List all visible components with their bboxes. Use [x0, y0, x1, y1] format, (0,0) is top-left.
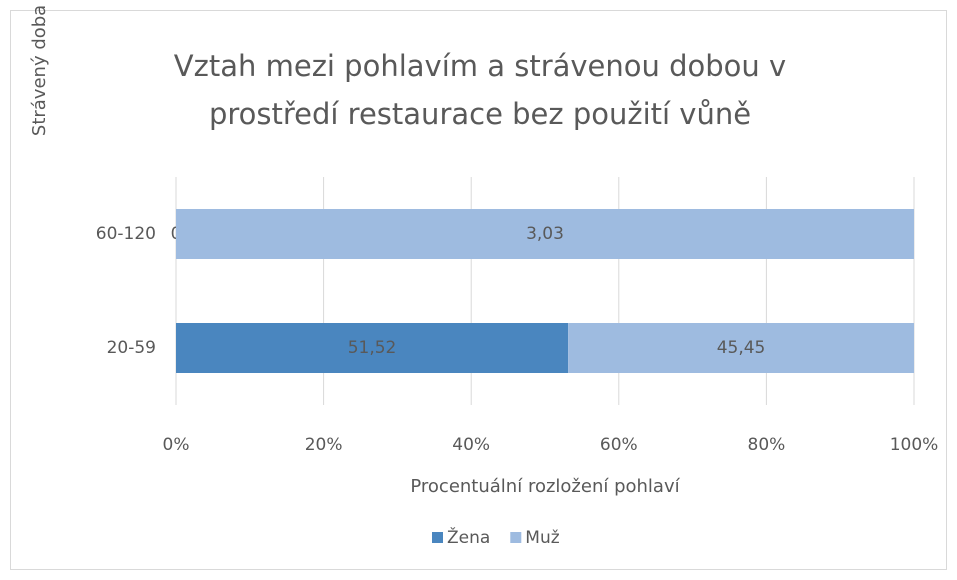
y-tick-label: 20-59 [107, 338, 156, 358]
x-tick-label: 40% [452, 435, 490, 455]
legend-label: Žena [447, 526, 490, 548]
legend-swatch [432, 532, 443, 543]
x-axis-title: Procentuální rozložení pohlaví [410, 476, 680, 497]
y-tick-label: 60-120 [96, 224, 156, 244]
legend-swatch [510, 532, 522, 543]
x-tick-label: 0% [163, 435, 190, 455]
x-tick-label: 100% [890, 435, 939, 455]
x-tick-label: 80% [748, 435, 786, 455]
y-axis-title: Strávený doba (v minutách) [29, 0, 50, 136]
data-label: 3,03 [526, 224, 564, 244]
chart-title: Vztah mezi pohlavím a strávenou dobou v … [173, 49, 787, 131]
x-tick-label: 60% [600, 435, 638, 455]
bar-segment [176, 323, 569, 373]
legend-label: Muž [525, 528, 559, 548]
bar-segment [568, 323, 914, 373]
data-label: 51,52 [348, 338, 397, 358]
data-label: 45,45 [717, 338, 766, 358]
x-tick-label: 20% [305, 435, 343, 455]
bar-segment [176, 209, 914, 259]
chart-border [10, 10, 947, 570]
